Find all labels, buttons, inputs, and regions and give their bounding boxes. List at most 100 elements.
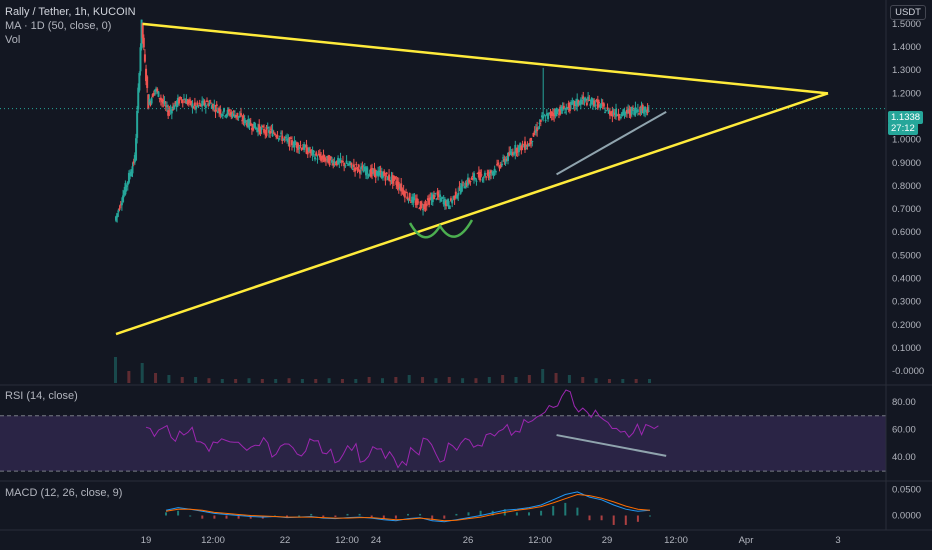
candle-body [538,122,541,124]
candle-body [408,193,411,201]
candle-body [256,127,259,133]
candle-body [570,101,573,105]
candle-body [483,172,486,176]
currency-button[interactable]: USDT [890,5,926,20]
candle-body [606,107,609,110]
candle-body [577,100,580,105]
candle-body [553,113,556,117]
candle-body [164,105,167,107]
candle-body [210,105,213,109]
ma-indicator-label[interactable]: MA · 1D (50, close, 0) [5,20,112,32]
volume-bar [247,378,251,383]
rsi-line [145,389,659,469]
candle-body [289,137,292,139]
candle-body [344,165,347,167]
candle-body [220,114,223,116]
candle-body [514,144,517,154]
candle-body [149,102,152,104]
candle-body [471,176,474,178]
candle-body [516,147,519,153]
volume-bar [567,375,571,383]
candle-body [209,102,212,104]
candle-body [543,115,546,117]
candle-body [432,194,435,200]
candle-body [493,168,496,172]
price-tick-label: 1.4000 [892,42,921,53]
candle-body [317,154,320,156]
candle-body [540,115,543,118]
candle-body [232,111,235,113]
candle-body [392,175,395,181]
time-tick-label: 22 [280,535,291,546]
trendline-rising-support [556,110,667,176]
candle-body [488,174,491,176]
candle-body [307,147,310,152]
candle-body [298,147,301,149]
candle-body [625,109,628,114]
candle-body [485,176,488,178]
candle-body [339,158,342,163]
candle-body [400,183,403,192]
candle-body [430,197,433,200]
volume-indicator-label[interactable]: Vol [5,34,21,46]
candle-body [235,115,238,117]
candle-body [454,191,457,198]
candle-body [369,168,372,177]
candle-body [522,146,525,148]
candle-body [294,144,297,146]
candle-body [449,198,452,201]
rsi-title[interactable]: RSI (14, close) [5,390,78,402]
signal-line [165,493,651,522]
macd-histogram-bar [237,515,240,519]
candle-body [505,158,508,160]
time-tick-label: 3 [835,535,840,546]
rsi-tick-label: 40.00 [892,452,916,463]
symbol-title[interactable]: Rally / Tether, 1h, KUCOIN [5,6,136,18]
candle-body [499,164,502,168]
volume-bar [220,379,224,383]
candle-body [131,166,134,174]
candle-body [565,107,568,110]
candle-body [355,163,358,165]
candle-body [365,170,368,176]
macd-histogram-bar [515,512,518,516]
candle-body [170,109,173,114]
candle-body [587,96,590,100]
candle-body [311,150,314,156]
candle-body [229,113,232,116]
macd-title[interactable]: MACD (12, 26, close, 9) [5,487,123,499]
candle-body [590,97,593,104]
candle-body [343,162,346,167]
macd-histogram-bar [334,515,337,518]
candle-body [469,180,472,182]
candle-body [333,161,336,164]
price-tick-label: 0.9000 [892,158,921,169]
candle-body [545,113,548,116]
candle-body [599,104,602,109]
macd-histogram-bar [225,515,228,519]
candle-body [254,126,257,130]
candle-body [135,138,138,161]
candle-body [615,108,618,117]
volume-bar [594,378,598,383]
trendline-lower [115,92,829,336]
candle-body [300,148,303,151]
volume-bar [327,378,331,383]
candle-body [338,160,341,163]
candle-body [481,179,484,181]
macd-histogram-bar [407,513,409,516]
candle-body [341,161,344,163]
candle-body [390,176,393,181]
price-tick-label: 0.5000 [892,250,921,261]
candle-body [533,130,536,133]
candle-body [635,109,638,112]
macd-histogram-bar [564,502,567,516]
candle-body [445,201,448,207]
candle-body [515,148,518,153]
volume-bar [607,379,611,383]
time-tick-label: 12:00 [528,535,552,546]
candle-body [153,89,156,92]
volume-bar [314,379,318,383]
candle-body [647,110,650,112]
